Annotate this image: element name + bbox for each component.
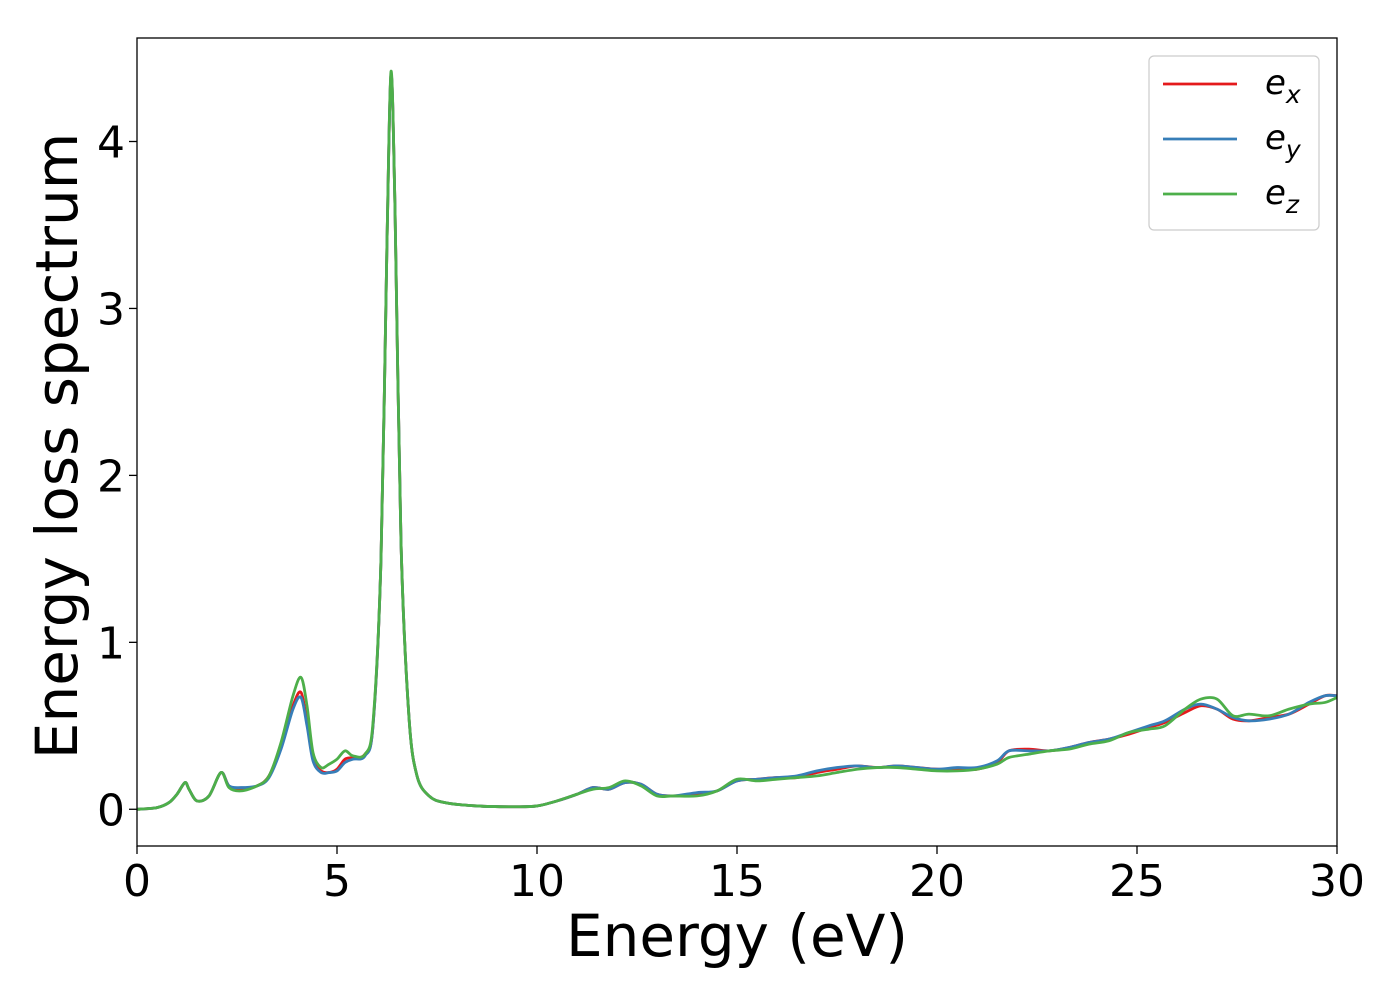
x-tick-label: 20: [909, 856, 965, 907]
x-axis-label: Energy (eV): [566, 902, 908, 970]
y-axis-label: Energy loss spectrum: [23, 133, 91, 759]
y-tick-label: 4: [97, 118, 125, 169]
legend-label-e-y: ey: [1265, 118, 1302, 164]
series-line-e-z: [137, 69, 1337, 811]
series-layer: [137, 69, 1337, 811]
y-tick-label: 2: [97, 451, 125, 502]
legend-box: [1148, 55, 1320, 231]
x-tick-label: 25: [1109, 856, 1165, 907]
y-tick-label: 3: [97, 284, 125, 335]
x-tick-label: 0: [123, 856, 151, 907]
legend: ex ey ez: [1148, 55, 1320, 231]
legend-label-e-x: ex: [1265, 63, 1301, 109]
y-tick-label: 0: [97, 785, 125, 836]
x-tick-label: 10: [509, 856, 565, 907]
y-tick-label: 1: [97, 618, 125, 669]
x-tick-label: 5: [323, 856, 351, 907]
x-tick-label: 15: [709, 856, 765, 907]
axes-layer: 0 5 10 15 20 25 30 0 1 2 3 4 Energy (eV) Energy loss …: [23, 37, 1365, 970]
x-tick-label: 30: [1309, 856, 1365, 907]
legend-label-e-z: ez: [1265, 173, 1300, 219]
